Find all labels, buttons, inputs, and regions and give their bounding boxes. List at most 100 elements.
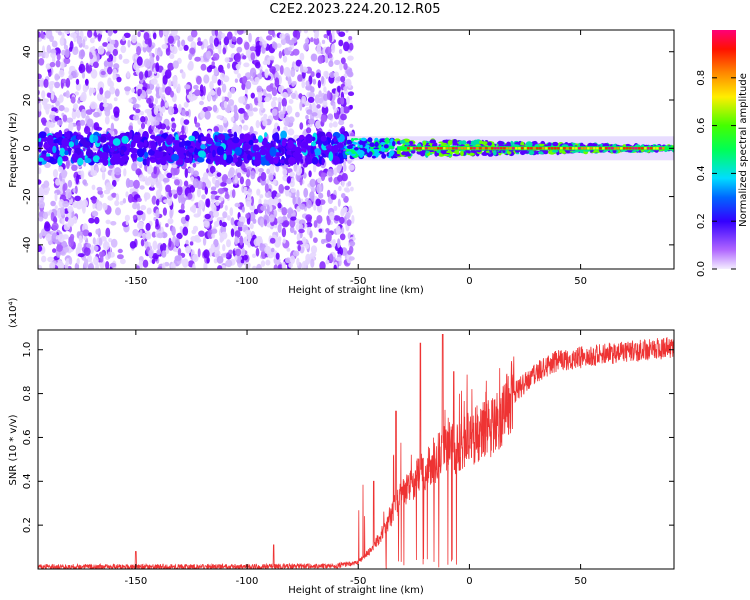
narrowband-peak (548, 147, 551, 150)
spectrogram-cell (98, 237, 103, 246)
spectrogram-cell (290, 68, 296, 78)
spectrogram-cell (42, 211, 49, 220)
spectrogram-cell (167, 218, 174, 225)
spectrogram-cell (297, 244, 301, 252)
spectrogram-cell (253, 158, 262, 167)
spectrogram-cell (244, 229, 252, 235)
narrowband-peak (530, 147, 533, 150)
spectrogram-cell (408, 140, 414, 146)
spectrogram-cell (282, 238, 286, 244)
spectrogram-cell (90, 170, 98, 177)
narrowband-peak (437, 147, 440, 150)
spectrogram-cell (230, 87, 236, 94)
snr-x-axis-label: Height of straight line (km) (288, 585, 424, 596)
spectrogram-cell (218, 124, 224, 133)
spectrogram-cell (110, 238, 118, 248)
spectrogram-cell (293, 30, 301, 40)
spectrogram-cell (109, 86, 116, 95)
spectrogram-y-tick-label: 40 (22, 45, 33, 58)
spectrogram-cell (242, 55, 247, 60)
spectrogram-cell (230, 116, 235, 123)
spectrogram-cell (201, 194, 206, 200)
narrowband-peak (593, 147, 596, 150)
spectrogram-cell (161, 262, 166, 269)
spectrogram-cell (321, 105, 329, 115)
spectrogram-cell (112, 179, 117, 187)
spectrogram-cell (171, 226, 176, 236)
spectrogram-cell (336, 142, 344, 149)
spectrogram-cell (125, 220, 129, 226)
spectrogram-cell (298, 228, 305, 234)
spectrogram-cell (369, 142, 375, 148)
narrowband-peak (557, 147, 560, 150)
spectrogram-cell (127, 179, 135, 188)
spectrogram-cell (84, 157, 92, 164)
spectrogram-cell (192, 225, 199, 232)
spectrogram-cell (181, 39, 186, 47)
spectrogram-cell (340, 75, 346, 83)
spectrogram-cell (104, 154, 109, 160)
spectrogram-cell (337, 238, 341, 249)
colorbar: 0.0 0.2 0.4 0.6 0.8 Normalized spectral ampl… (696, 30, 749, 277)
spectrogram-cell (45, 120, 51, 129)
spectrogram-cell (161, 250, 167, 258)
narrowband-peak (587, 147, 590, 150)
spectrogram-cell (247, 232, 252, 243)
spectrogram-cell (212, 210, 220, 218)
spectrogram-cell (273, 264, 278, 269)
spectrogram-cell (192, 178, 200, 189)
spectrogram-cell (333, 108, 338, 114)
spectrogram-cell (281, 139, 287, 147)
spectrogram-cell (305, 114, 309, 120)
spectrogram-cell (127, 193, 134, 203)
spectrogram-cell (128, 125, 133, 132)
spectrogram-cell (230, 217, 235, 226)
spectrogram-cell (121, 135, 129, 144)
spectrogram-cell (287, 46, 293, 51)
spectrogram-cell (332, 239, 336, 245)
spectrogram-cell (77, 170, 83, 176)
spectrogram-cell (458, 140, 462, 146)
spectrogram-cell (77, 253, 85, 258)
narrowband-peak (503, 147, 506, 150)
spectrogram-cell (46, 44, 51, 54)
narrowband-peak (662, 147, 665, 150)
spectrogram-cell (284, 187, 290, 197)
spectrogram-cell (323, 70, 329, 78)
spectrogram-cell (192, 263, 196, 269)
spectrogram-cell (327, 113, 334, 120)
spectrogram-cell (298, 139, 302, 145)
spectrogram-cell (236, 37, 243, 45)
spectrogram-cell (120, 149, 125, 155)
narrowband-peak (488, 147, 491, 150)
spectrogram-cell (68, 147, 72, 156)
spectrogram-cell (200, 136, 208, 142)
spectrogram-cell (44, 51, 49, 59)
snr-x-axis: -150 -100 -50 0 50 (124, 330, 587, 587)
spectrogram-cell (313, 148, 322, 156)
spectrogram-cell (136, 147, 145, 158)
narrowband-peak (620, 147, 623, 150)
spectrogram-cell (170, 30, 178, 37)
spectrogram-cell (180, 117, 185, 126)
narrowband-peak (413, 147, 416, 150)
spectrogram-cell (299, 177, 303, 186)
spectrogram-cell (229, 142, 236, 149)
spectrogram-cell (92, 61, 99, 69)
spectrogram-cell (55, 100, 60, 107)
spectrogram-cell (405, 151, 410, 155)
spectrogram-cell (338, 49, 343, 54)
spectrogram-cell (99, 153, 103, 160)
spectrogram-cell (310, 86, 315, 93)
narrowband-peak (635, 147, 638, 150)
spectrogram-cell (321, 39, 326, 45)
spectrogram-cell (94, 216, 100, 225)
spectrogram-cell (538, 143, 545, 146)
spectrogram-cell (266, 85, 274, 92)
spectrogram-cell (247, 110, 254, 117)
spectrogram-cell (189, 206, 195, 213)
spectrogram-cell (42, 45, 45, 54)
spectrogram-cell (69, 40, 74, 51)
spectrogram-cell (234, 248, 242, 257)
spectrogram-cell (111, 192, 117, 198)
